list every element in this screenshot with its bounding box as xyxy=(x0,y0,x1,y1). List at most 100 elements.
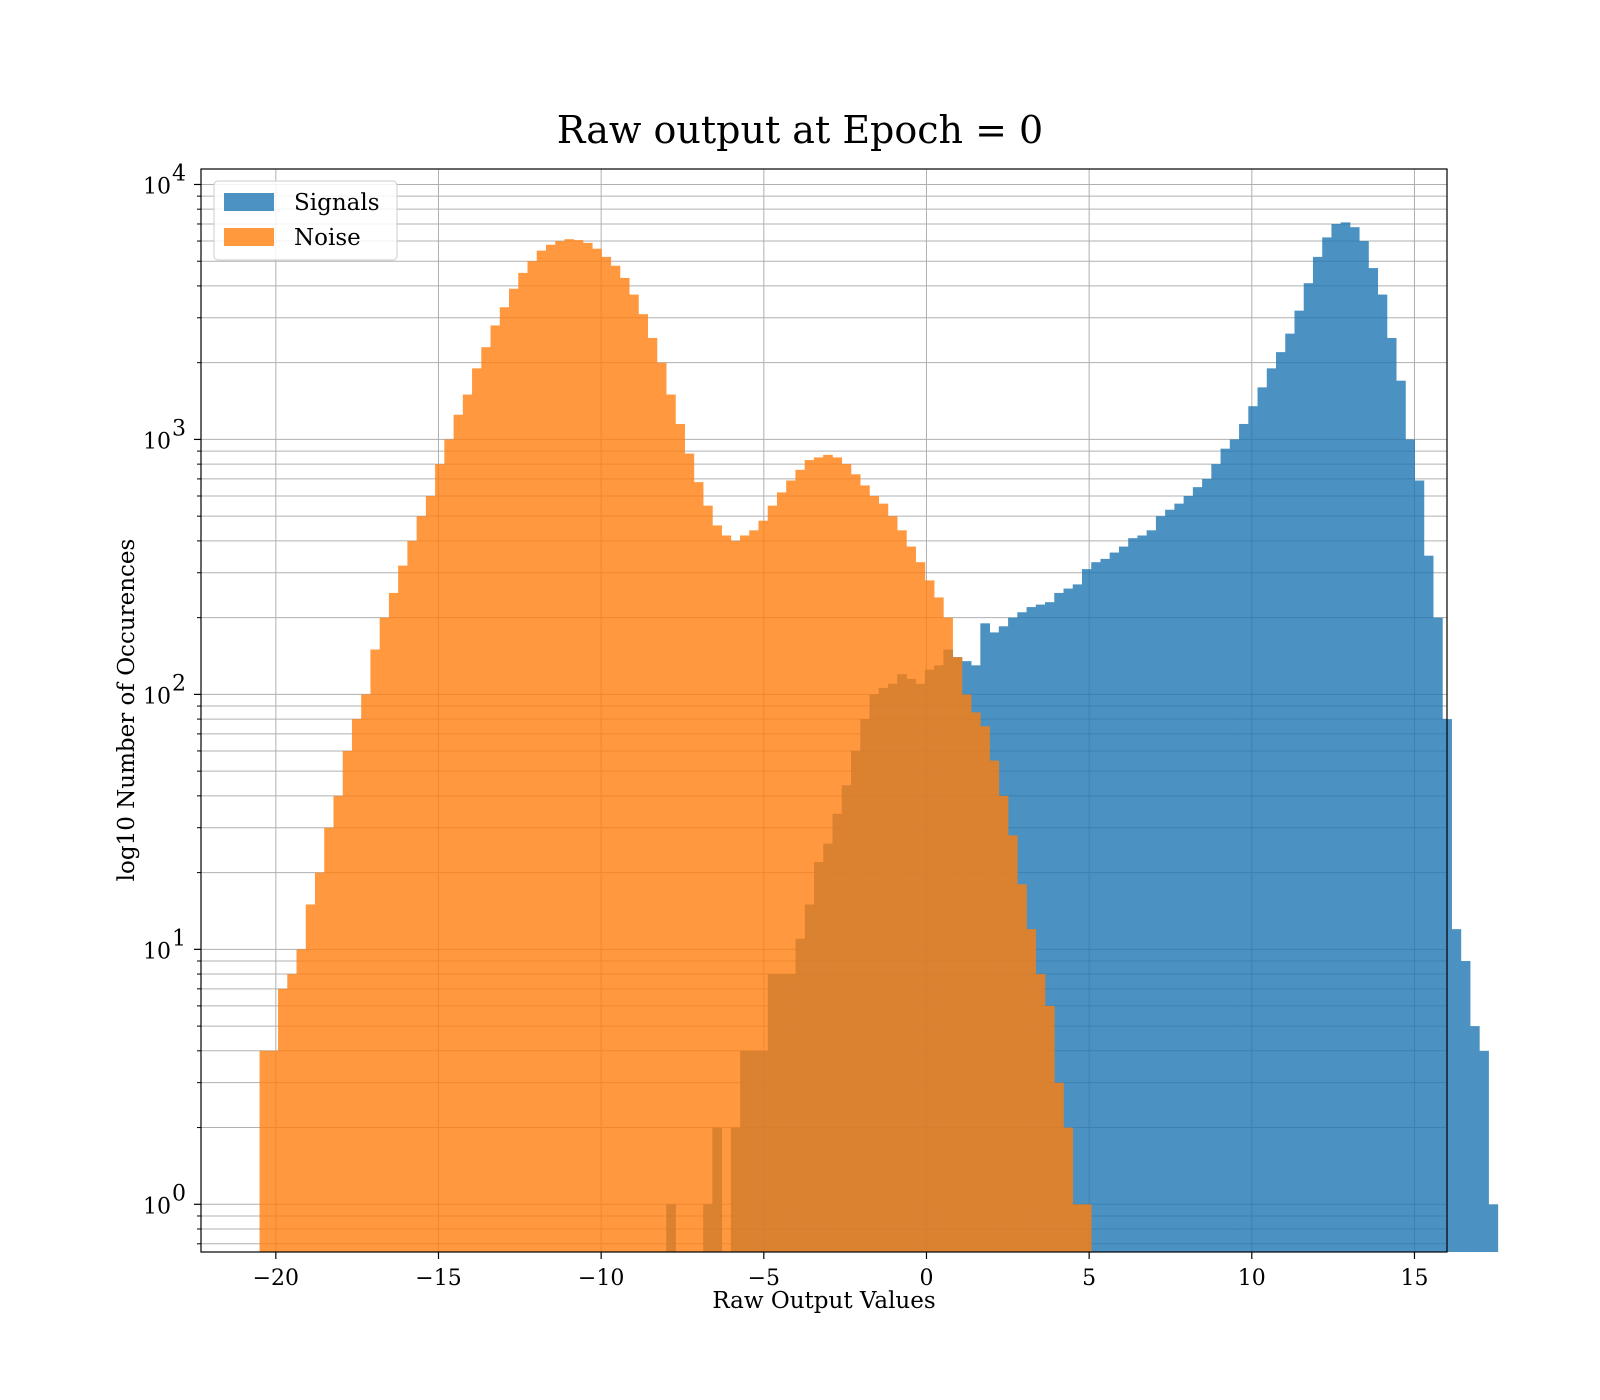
histogram-bar xyxy=(1322,237,1332,1253)
histogram-bar xyxy=(1063,1127,1074,1252)
x-tick-label: 0 xyxy=(919,1266,933,1291)
histogram-bar xyxy=(934,597,944,1252)
histogram-bar xyxy=(832,457,843,1252)
legend-swatch-noise xyxy=(224,228,274,246)
histogram-bar xyxy=(989,760,1000,1252)
histogram-bar xyxy=(1294,310,1305,1252)
histogram-bar xyxy=(610,265,621,1253)
histogram-bar xyxy=(1266,368,1277,1253)
histogram-bar xyxy=(1303,283,1314,1252)
histogram-bar xyxy=(619,277,630,1252)
histogram-bar xyxy=(1072,1204,1083,1252)
histogram-bar xyxy=(1488,1204,1499,1252)
histogram-bar xyxy=(453,414,464,1253)
histogram-bar xyxy=(666,394,676,1252)
histogram-bar xyxy=(1331,223,1342,1253)
histogram-bar xyxy=(509,288,519,1252)
y-tick-label: 10 xyxy=(143,429,171,454)
histogram-bar xyxy=(398,565,408,1252)
histogram-bar xyxy=(305,904,316,1252)
histogram-bar xyxy=(425,495,436,1252)
x-axis-ticks: −20 −15 −10 −5 0 5 10 15 xyxy=(253,1252,1428,1291)
histogram-bar xyxy=(675,423,685,1253)
histogram-bar xyxy=(573,240,584,1253)
histogram-bar xyxy=(1211,464,1221,1252)
x-tick-label: −5 xyxy=(748,1266,780,1291)
histogram-bar xyxy=(582,242,593,1252)
histogram-bar xyxy=(1054,592,1064,1252)
histogram-bar xyxy=(1257,387,1268,1253)
histogram-bar xyxy=(1054,1082,1064,1252)
histogram-bar xyxy=(536,250,547,1252)
histogram-bar xyxy=(379,617,390,1252)
histogram-bar xyxy=(943,617,953,1252)
histogram-bar xyxy=(730,540,741,1252)
histogram-bar xyxy=(1451,929,1462,1252)
histogram-bar xyxy=(444,439,454,1252)
histogram-bars xyxy=(259,222,1499,1253)
histogram-bar xyxy=(703,505,713,1253)
y-tick-label: 10 xyxy=(143,174,171,199)
histogram-bar xyxy=(601,256,612,1252)
histogram-bar xyxy=(952,657,963,1252)
histogram-bar xyxy=(961,694,972,1252)
histogram-bar xyxy=(906,546,916,1252)
x-tick-label: −10 xyxy=(578,1266,624,1291)
legend-label-noise: Noise xyxy=(294,225,361,251)
histogram-bar xyxy=(1479,1050,1489,1252)
histogram-bar xyxy=(1100,558,1111,1252)
histogram-bar xyxy=(1192,487,1203,1252)
histogram-bar xyxy=(647,337,658,1252)
legend-label-signals: Signals xyxy=(294,190,380,216)
histogram-bar xyxy=(1285,333,1295,1253)
histogram-bar xyxy=(1229,439,1240,1252)
histogram-bar xyxy=(841,464,852,1252)
histogram-bar xyxy=(1035,974,1046,1252)
histogram-bar xyxy=(1072,584,1083,1252)
y-tick-label: 10 xyxy=(143,1194,171,1219)
histogram-bar xyxy=(1155,516,1166,1252)
histogram-bar xyxy=(1470,1026,1480,1252)
histogram-bar xyxy=(499,307,510,1252)
chart-title: Raw output at Epoch = 0 xyxy=(557,108,1043,152)
histogram-bar xyxy=(998,795,1009,1252)
legend-swatch-signals xyxy=(224,193,274,211)
histogram-bar xyxy=(527,261,538,1252)
histogram-bar xyxy=(638,314,649,1253)
y-tick-exponent: 4 xyxy=(172,161,186,186)
histogram-bar xyxy=(1007,835,1018,1252)
histogram-bar xyxy=(786,480,796,1253)
histogram-bar xyxy=(1423,555,1434,1252)
histogram-bar xyxy=(767,505,778,1253)
histogram-bar xyxy=(1202,478,1212,1252)
histogram-bar xyxy=(915,562,926,1252)
histogram-bar xyxy=(1118,546,1129,1252)
legend: Signals Noise xyxy=(213,180,398,261)
y-tick-label: 10 xyxy=(143,684,171,709)
histogram-bar xyxy=(1220,448,1231,1252)
x-tick-label: 15 xyxy=(1400,1266,1428,1291)
histogram-bar xyxy=(435,464,445,1252)
histogram-bar xyxy=(1377,294,1388,1252)
x-tick-label: 10 xyxy=(1238,1266,1266,1291)
histogram-bar xyxy=(351,719,362,1252)
histogram-bar xyxy=(1026,929,1037,1252)
histogram-bar xyxy=(1248,406,1258,1253)
histogram-bar xyxy=(1063,588,1074,1252)
histogram-bar xyxy=(407,540,418,1252)
y-tick-exponent: 2 xyxy=(172,671,186,696)
histogram-bar xyxy=(1405,439,1415,1252)
histogram-bar xyxy=(1433,617,1443,1252)
histogram-bar xyxy=(1312,256,1323,1252)
histogram-bar xyxy=(1239,423,1249,1253)
histogram-bar xyxy=(1109,552,1120,1252)
histogram-bar xyxy=(1460,961,1471,1252)
histogram-bar xyxy=(813,457,824,1252)
y-axis-label: log10 Number of Occurences xyxy=(114,539,140,882)
y-tick-exponent: 3 xyxy=(172,416,186,441)
x-tick-label: 5 xyxy=(1082,1266,1096,1291)
histogram-bar xyxy=(795,469,806,1252)
histogram-bar xyxy=(1396,380,1406,1252)
histogram-bar xyxy=(1349,227,1360,1253)
